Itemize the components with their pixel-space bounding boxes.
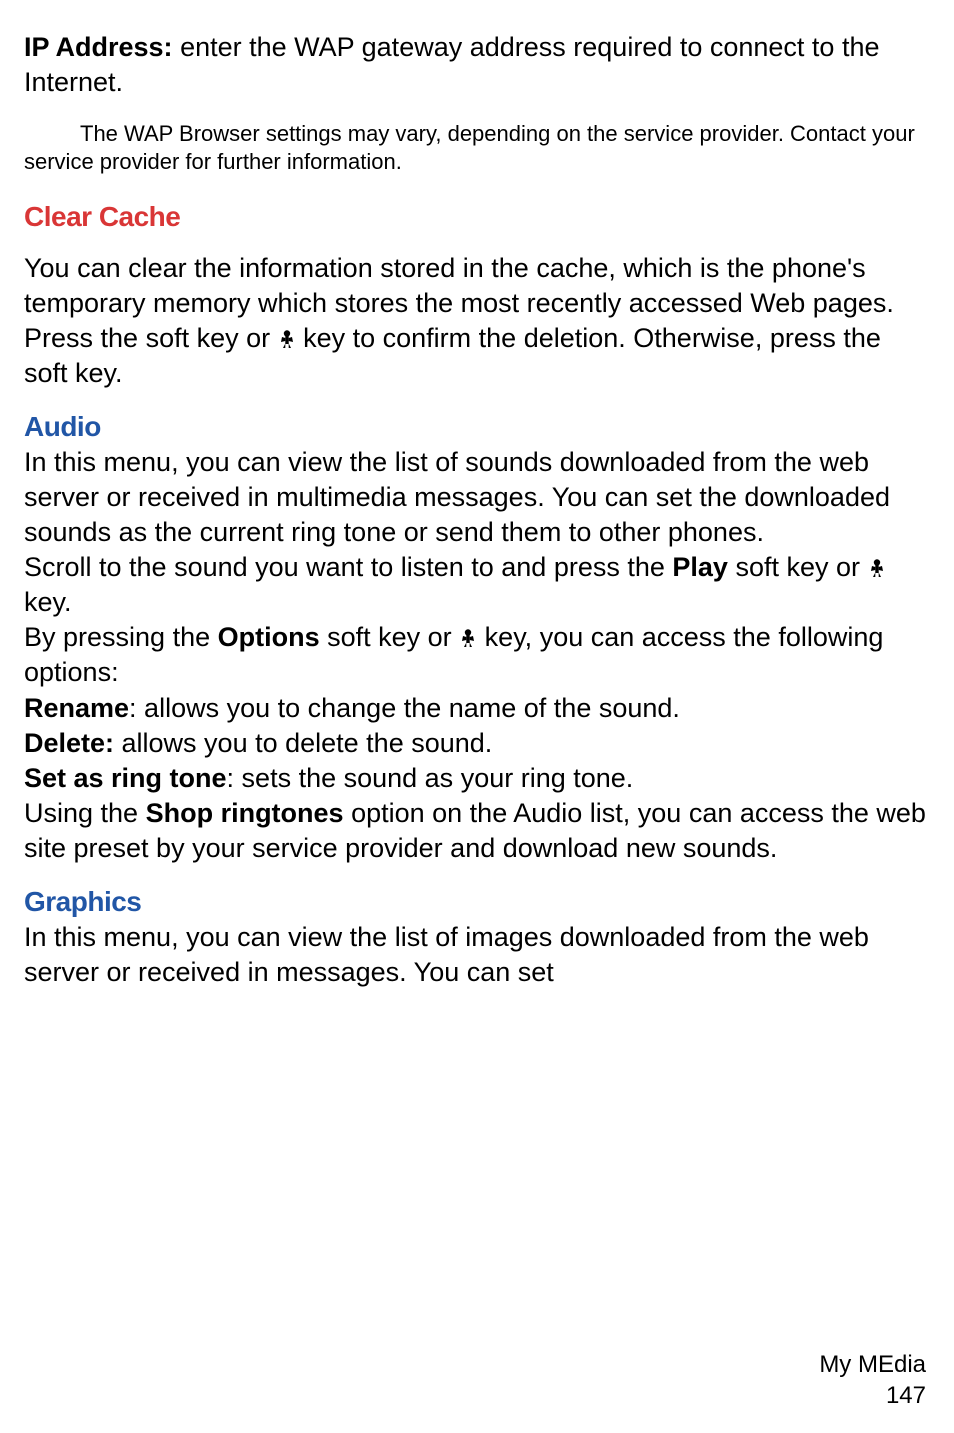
label-options: Options xyxy=(218,622,320,652)
text-key: key. xyxy=(24,587,72,617)
paragraph-clear-cache-1: You can clear the information stored in … xyxy=(24,251,930,321)
label-ip-address: IP Address: xyxy=(24,32,173,62)
heading-graphics: Graphics xyxy=(24,886,930,918)
paragraph-ip-address: IP Address: enter the WAP gateway addres… xyxy=(24,30,930,100)
heading-audio: Audio xyxy=(24,411,930,443)
text-scroll-to: Scroll to the sound you want to listen t… xyxy=(24,552,672,582)
page-footer: My MEdia 147 xyxy=(819,1349,926,1411)
paragraph-audio-intro: In this menu, you can view the list of s… xyxy=(24,445,930,550)
text-delete-desc: allows you to delete the sound. xyxy=(114,728,492,758)
text-key-confirm: key to confirm the deletion. xyxy=(296,323,634,353)
paragraph-graphics-intro: In this menu, you can view the list of i… xyxy=(24,920,930,990)
text-by-pressing: By pressing the xyxy=(24,622,218,652)
label-rename: Rename xyxy=(24,693,129,723)
text-using-the: Using the xyxy=(24,798,146,828)
paragraph-rename: Rename: allows you to change the name of… xyxy=(24,691,930,726)
note-wap-browser: The WAP Browser settings may vary, depen… xyxy=(24,120,930,176)
text-rename-desc: : allows you to change the name of the s… xyxy=(129,693,680,723)
footer-page-number: 147 xyxy=(819,1380,926,1411)
text-soft-key-or-2: soft key or xyxy=(728,552,868,582)
paragraph-audio-options: By pressing the Options soft key or key,… xyxy=(24,620,930,690)
text-otherwise: Otherwise, press the xyxy=(633,323,881,353)
person-icon xyxy=(459,628,477,648)
paragraph-clear-cache-2: Press the soft key or key to confirm the… xyxy=(24,321,930,391)
label-delete: Delete: xyxy=(24,728,114,758)
label-play: Play xyxy=(672,552,728,582)
text-set-ring-tone-desc: : sets the sound as your ring tone. xyxy=(227,763,634,793)
label-set-ring-tone: Set as ring tone xyxy=(24,763,227,793)
footer-section-name: My MEdia xyxy=(819,1349,926,1380)
text-soft-key-or: soft key or xyxy=(146,323,278,353)
paragraph-audio-play: Scroll to the sound you want to listen t… xyxy=(24,550,930,620)
heading-clear-cache: Clear Cache xyxy=(24,201,930,233)
text-press-the: Press the xyxy=(24,323,146,353)
paragraph-shop-ringtones: Using the Shop ringtones option on the A… xyxy=(24,796,930,866)
paragraph-delete: Delete: allows you to delete the sound. xyxy=(24,726,930,761)
paragraph-set-ring-tone: Set as ring tone: sets the sound as your… xyxy=(24,761,930,796)
text-soft-key-or-3: soft key or xyxy=(320,622,460,652)
note-text: The WAP Browser settings may vary, depen… xyxy=(24,121,915,174)
person-icon xyxy=(278,329,296,349)
person-icon xyxy=(868,558,886,578)
text-soft-key: soft key. xyxy=(24,358,123,388)
label-shop-ringtones: Shop ringtones xyxy=(146,798,344,828)
